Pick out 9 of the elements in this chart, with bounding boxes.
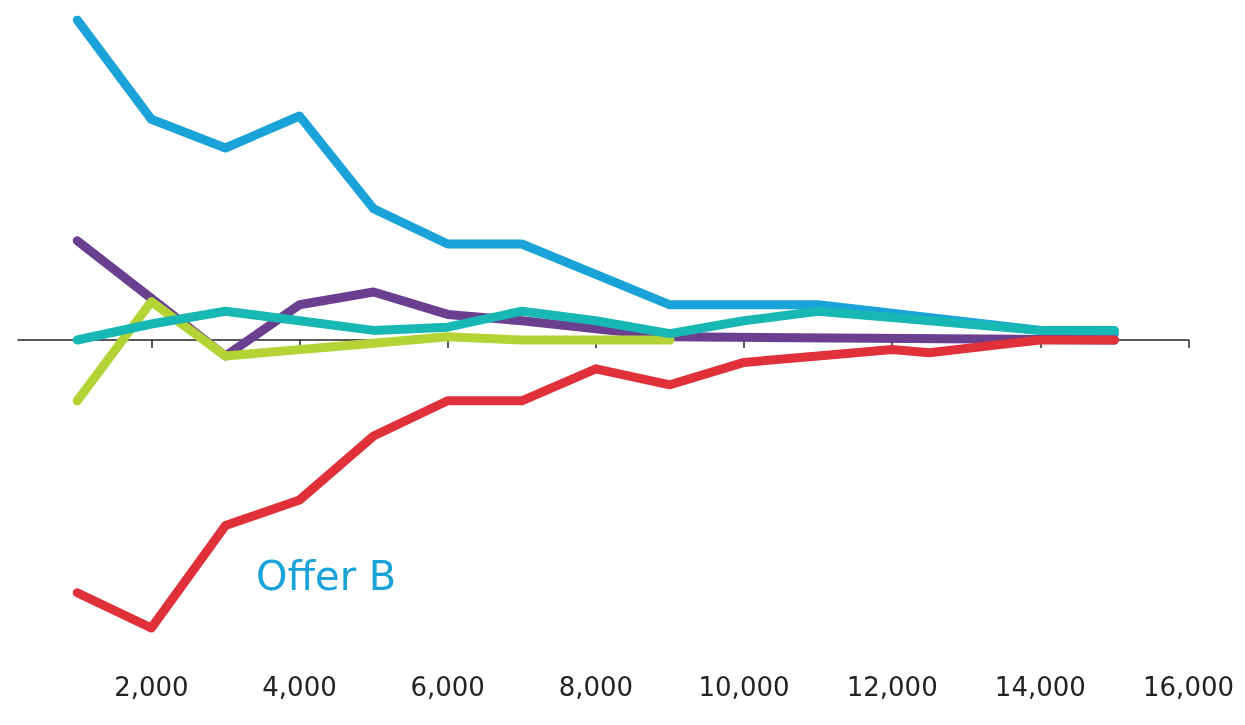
x-tick-label: 14,000: [994, 672, 1086, 702]
x-tick-label: 16,000: [1143, 672, 1234, 702]
x-tick-label: 4,000: [262, 672, 337, 702]
text: Offer B: [256, 553, 397, 599]
x-tick-label: 6,000: [410, 672, 485, 702]
x-tick-label: 12,000: [846, 672, 938, 702]
x-tick-label: 10,000: [698, 672, 790, 702]
x-tick-label: 8,000: [558, 672, 634, 702]
x-tick-label: 2,000: [114, 672, 189, 702]
